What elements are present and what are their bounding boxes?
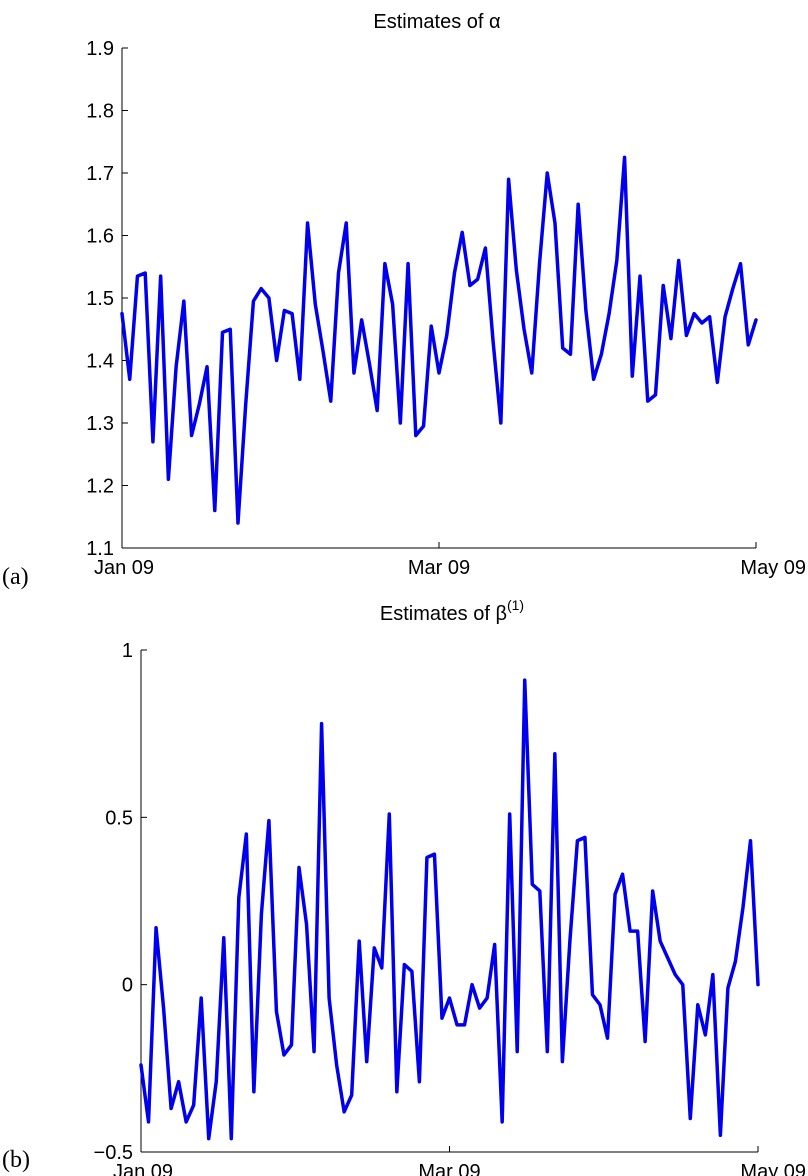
chart-b-series-line bbox=[139, 678, 760, 1141]
chart-a-x-tick-label: Jan 09 bbox=[94, 557, 154, 579]
chart-b-plot-area: −0.5 0 0.5 1 Jan 09 Mar 09 May 09 bbox=[94, 640, 806, 1176]
chart-b-y-tick-label: 0 bbox=[122, 975, 133, 997]
chart-a-y-tick-label: 1.5 bbox=[86, 288, 114, 310]
chart-b-x-tick-label: May 09 bbox=[740, 1161, 806, 1176]
chart-a-y-tick-label: 1.3 bbox=[86, 413, 114, 435]
chart-b-y-tick-label: 0.5 bbox=[105, 807, 133, 829]
chart-b-title: Estimates of β(1) bbox=[380, 597, 524, 625]
chart-b-title-main: Estimates of β bbox=[380, 603, 507, 625]
chart-a-x-tick-label: May 09 bbox=[740, 557, 806, 579]
chart-a-y-tick-label: 1.9 bbox=[86, 38, 114, 60]
chart-b-x-tick-label: Jan 09 bbox=[113, 1161, 173, 1176]
chart-a-plot-area: 1.1 1.2 1.3 1.4 1.5 1.6 1.7 1.8 1.9 Jan 09 Mar 09 M… bbox=[86, 38, 806, 579]
chart-a-panel-label: (a) bbox=[2, 564, 29, 590]
chart-a-y-tick-label: 1.7 bbox=[86, 163, 114, 185]
chart-a-y-tick-label: 1.4 bbox=[86, 351, 114, 373]
chart-a-title: Estimates of α bbox=[373, 11, 500, 33]
chart-a-y-tick-label: 1.1 bbox=[86, 538, 114, 560]
chart-a-y-tick-label: 1.8 bbox=[86, 101, 114, 123]
chart-b-title-superscript: (1) bbox=[507, 597, 524, 613]
chart-a-y-tick-label: 1.6 bbox=[86, 226, 114, 248]
chart-b-x-tick-label: Mar 09 bbox=[418, 1161, 480, 1176]
chart-panel-b: Estimates of β(1) (b) −0.5 0 0.5 1 Jan 09 Mar… bbox=[2, 597, 806, 1176]
chart-a-series-line bbox=[120, 155, 758, 525]
chart-a-x-tick-label: Mar 09 bbox=[408, 557, 470, 579]
chart-b-panel-label: (b) bbox=[2, 1147, 30, 1173]
chart-a-y-tick-label: 1.2 bbox=[86, 476, 114, 498]
chart-b-y-tick-label: −0.5 bbox=[94, 1142, 133, 1164]
chart-panel-a: Estimates of α (a) 1.1 1.2 1.3 1.4 1.5 1.6 1.7… bbox=[2, 11, 806, 590]
chart-b-y-tick-label: 1 bbox=[122, 640, 133, 662]
